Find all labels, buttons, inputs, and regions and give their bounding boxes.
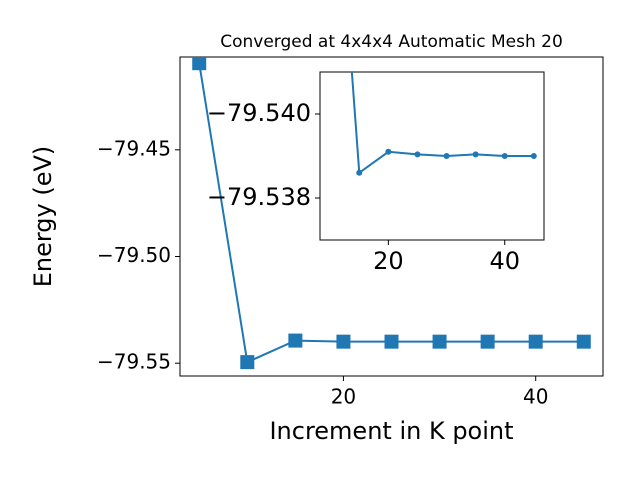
y-tick-label: −79.50: [97, 243, 171, 267]
plot-content: [350, 72, 537, 176]
line: [350, 72, 534, 175]
y-tick-label: −79.538: [207, 183, 311, 211]
marker: [528, 334, 543, 349]
x-tick-label: 40: [523, 385, 548, 409]
marker: [472, 151, 479, 158]
marker: [384, 334, 399, 349]
x-tick-label: 20: [373, 247, 404, 275]
marker: [240, 355, 255, 370]
x-axis-label: Increment in K point: [269, 417, 513, 445]
x-tick-label: 20: [331, 385, 356, 409]
marker: [356, 169, 363, 176]
y-axis-label: Energy (eV): [29, 146, 57, 288]
marker: [443, 153, 450, 159]
marker: [288, 333, 303, 348]
marker: [480, 334, 495, 349]
plot-content: [192, 57, 591, 370]
marker: [336, 334, 351, 349]
marker: [576, 334, 591, 349]
marker: [501, 153, 508, 159]
marker: [385, 148, 392, 155]
y-tick-label: −79.540: [207, 99, 311, 127]
y-tick-label: −79.45: [97, 136, 171, 160]
marker: [432, 334, 447, 349]
marker: [530, 153, 537, 159]
chart-title: Converged at 4x4x4 Automatic Mesh 20: [220, 32, 563, 52]
plot-area: [179, 56, 604, 377]
x-tick-label: 40: [489, 247, 520, 275]
marker: [414, 151, 421, 158]
y-tick-label: −79.55: [97, 350, 171, 374]
marker: [192, 57, 207, 71]
